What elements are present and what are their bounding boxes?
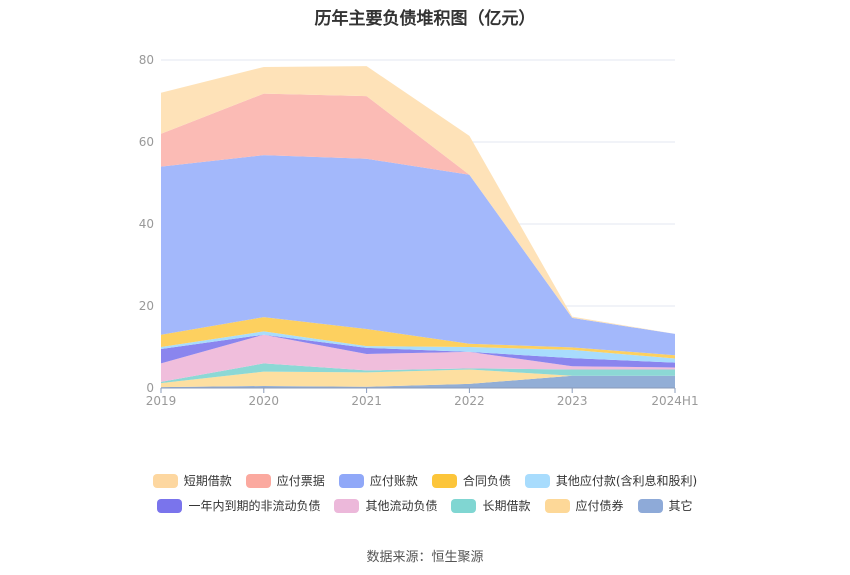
legend-swatch xyxy=(524,473,550,488)
legend-item[interactable]: 应付票据 xyxy=(245,472,325,489)
legend-item[interactable]: 其他流动负债 xyxy=(334,497,437,514)
legend-row-2: 一年内到期的非流动负债 其他流动负债 长期借款 应付债券 其它 xyxy=(0,497,850,514)
legend-label: 其他流动负债 xyxy=(365,499,438,513)
area-series-5 xyxy=(161,331,675,363)
x-tick-label: 2020 xyxy=(249,394,280,408)
area-series-8 xyxy=(161,93,675,334)
legend-swatch xyxy=(431,473,457,488)
legend-item[interactable]: 长期借款 xyxy=(451,497,531,514)
legend-swatch xyxy=(338,473,364,488)
area-series-1 xyxy=(161,369,675,388)
legend-label: 应付债券 xyxy=(575,499,624,513)
source-note: 数据来源：恒生聚源 xyxy=(366,550,484,565)
area-series-6 xyxy=(161,317,675,359)
legend-label: 其它 xyxy=(668,499,693,513)
x-tick-label: 2023 xyxy=(557,394,588,408)
legend-label: 应付票据 xyxy=(276,474,325,488)
chart-title: 历年主要负债堆积图（亿元） xyxy=(314,9,536,29)
legend-swatch xyxy=(152,473,178,488)
legend-label: 长期借款 xyxy=(482,499,531,513)
legend-label: 短期借款 xyxy=(183,474,232,488)
legend-item[interactable]: 应付债券 xyxy=(544,497,624,514)
legend-item[interactable]: 其它 xyxy=(637,497,693,514)
legend-swatch xyxy=(334,498,360,513)
area-series xyxy=(161,66,675,388)
legend-label: 合同负债 xyxy=(462,474,511,488)
area-series-0 xyxy=(161,375,675,388)
legend-label: 一年内到期的非流动负债 xyxy=(188,499,321,513)
legend-item[interactable]: 一年内到期的非流动负债 xyxy=(157,497,320,514)
x-tick-label: 2022 xyxy=(454,394,485,408)
axes: 0 20 40 60 80 2019 2020 2021 2022 2023 2024H1 xyxy=(139,53,699,408)
legend-item[interactable]: 短期借款 xyxy=(152,472,232,489)
stacked-area-chart: 0 20 40 60 80 2019 2020 2021 2022 2023 2024H1 xyxy=(139,53,699,408)
legend-item[interactable]: 应付账款 xyxy=(338,472,418,489)
y-tick-label: 40 xyxy=(139,217,154,231)
area-series-9 xyxy=(161,66,675,334)
legend-label: 应付账款 xyxy=(369,474,418,488)
area-series-2 xyxy=(161,363,675,384)
legend-swatch xyxy=(544,498,570,513)
y-tick-label: 60 xyxy=(139,135,154,149)
legend: 短期借款 应付票据 应付账款 合同负债 其他应付款(含利息和股利) 一年内到期的非流动负… xyxy=(0,472,850,522)
legend-label: 其他应付款(含利息和股利) xyxy=(555,474,698,488)
x-tick-label: 2024H1 xyxy=(651,394,698,408)
legend-item[interactable]: 合同负债 xyxy=(431,472,511,489)
y-tick-label: 0 xyxy=(146,381,154,395)
y-tick-label: 20 xyxy=(139,299,154,313)
legend-swatch xyxy=(245,473,271,488)
y-tick-label: 80 xyxy=(139,53,154,67)
legend-swatch xyxy=(637,498,663,513)
legend-swatch xyxy=(157,498,183,513)
x-tick-label: 2021 xyxy=(351,394,382,408)
area-series-7 xyxy=(161,155,675,356)
legend-row-1: 短期借款 应付票据 应付账款 合同负债 其他应付款(含利息和股利) xyxy=(0,472,850,489)
legend-swatch xyxy=(451,498,477,513)
legend-item[interactable]: 其他应付款(含利息和股利) xyxy=(524,472,698,489)
x-tick-label: 2019 xyxy=(146,394,177,408)
area-series-4 xyxy=(161,334,675,368)
area-series-3 xyxy=(161,334,675,382)
